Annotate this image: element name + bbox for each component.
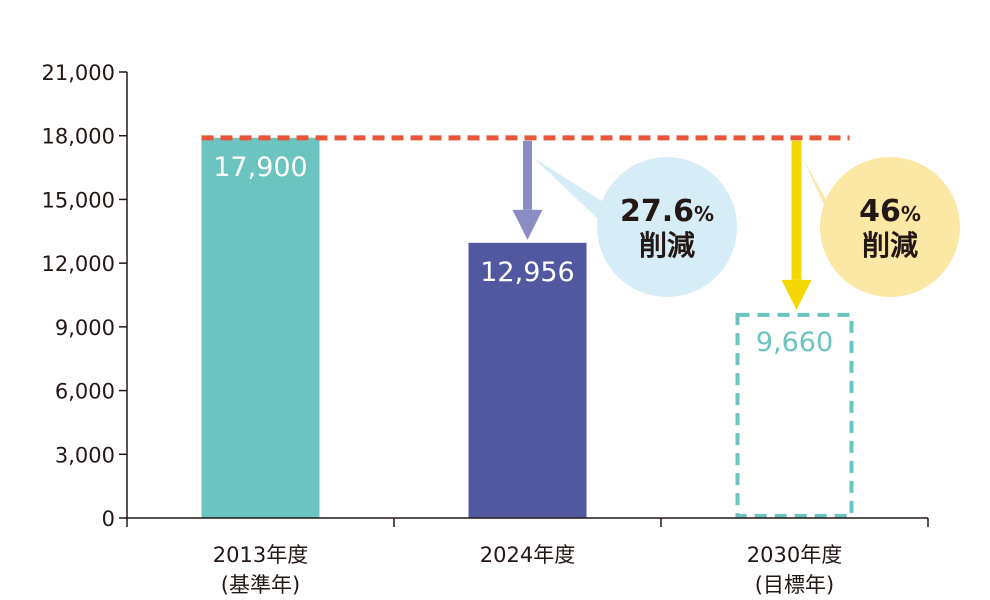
x-cat-label-1: 2024年度 <box>480 543 575 567</box>
x-cat-label-0: 2013年度 <box>213 543 308 567</box>
bubble-0 <box>597 157 737 297</box>
arrows <box>512 140 812 310</box>
bubble-word-0: 削減 <box>639 229 695 262</box>
bars <box>201 137 854 519</box>
bubble-tail-0 <box>533 157 615 235</box>
arrow-shaft-1 <box>791 140 802 280</box>
bar-value-label-1: 12,956 <box>480 257 574 288</box>
bar-value-label-2: 9,660 <box>756 327 833 358</box>
y-tick-label-5: 15,000 <box>42 188 115 212</box>
y-tick-label-4: 12,000 <box>42 252 115 276</box>
x-cat-sublabel-0: (基準年) <box>221 573 300 597</box>
axes <box>119 71 929 527</box>
arrow-head-0 <box>512 209 543 240</box>
bar-value-label-0: 17,900 <box>213 152 307 183</box>
bar-0 <box>201 137 320 519</box>
y-tick-label-6: 18,000 <box>42 125 115 149</box>
y-tick-label-3: 9,000 <box>55 316 115 340</box>
arrow-head-1 <box>781 279 812 310</box>
y-tick-label-1: 3,000 <box>55 443 115 467</box>
bubble-1 <box>820 157 960 297</box>
arrow-shaft-0 <box>523 140 532 210</box>
x-cat-label-2: 2030年度 <box>747 543 842 567</box>
bubble-pct-0: 27.6% <box>620 194 714 229</box>
y-tick-label-0: 0 <box>102 507 115 531</box>
x-cat-sublabel-2: (目標年) <box>755 573 834 597</box>
bar-2 <box>735 312 854 518</box>
y-tick-label-2: 6,000 <box>55 380 115 404</box>
bubble-word-1: 削減 <box>862 229 918 262</box>
bubble-pct-1: 46% <box>859 194 921 229</box>
labels: 17,900 12,956 9,660 0 3,000 6,000 9,000 12,000 1… <box>42 61 843 597</box>
bar-1 <box>468 242 587 518</box>
y-tick-label-7: 21,000 <box>42 61 115 85</box>
